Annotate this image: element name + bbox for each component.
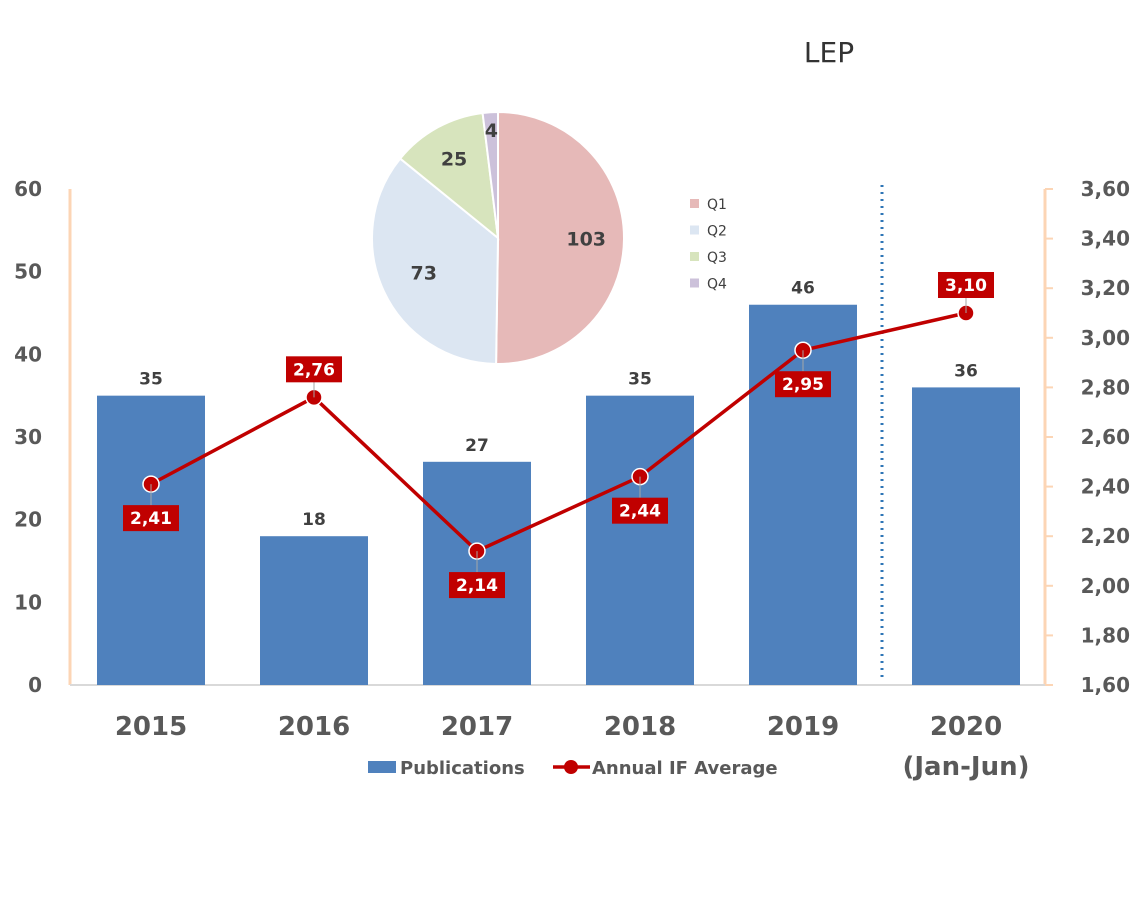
pie-slice-label: 73 bbox=[411, 263, 437, 285]
if-value-label: 2,95 bbox=[782, 375, 824, 395]
if-value-label: 2,14 bbox=[456, 576, 498, 596]
pie-legend-label: Q4 bbox=[707, 277, 727, 293]
x-tick-label: 2019 bbox=[767, 712, 839, 742]
pie-legend-swatch bbox=[690, 252, 699, 261]
y-left-tick-label: 40 bbox=[14, 342, 42, 366]
chart-title: LEP bbox=[804, 36, 854, 69]
y-right-tick-label: 2,40 bbox=[1081, 475, 1130, 499]
pie-slice bbox=[398, 111, 500, 241]
bar-value-label: 27 bbox=[465, 436, 489, 456]
bar-value-label: 36 bbox=[954, 361, 978, 381]
x-tick-label: 2015 bbox=[115, 712, 187, 742]
y-right-tick-label: 3,00 bbox=[1081, 326, 1130, 350]
bar bbox=[260, 536, 368, 685]
pie-legend-swatch bbox=[690, 278, 699, 288]
y-right-tick-label: 2,20 bbox=[1081, 524, 1130, 548]
if-value-label: 2,41 bbox=[130, 509, 172, 529]
x-tick-label: 2017 bbox=[441, 712, 513, 742]
legend-label-if: Annual IF Average bbox=[592, 758, 778, 779]
y-right-tick-label: 2,80 bbox=[1081, 375, 1130, 399]
pie-slice-label: 4 bbox=[485, 120, 498, 142]
x-tick-label: 2016 bbox=[278, 712, 350, 742]
legend-swatch-publications bbox=[368, 761, 396, 773]
if-label-box bbox=[612, 497, 668, 524]
y-left-tick-label: 20 bbox=[14, 508, 42, 532]
y-right-tick-label: 3,60 bbox=[1081, 177, 1130, 201]
pie-slice-label: 103 bbox=[566, 229, 606, 251]
pie-slice bbox=[481, 110, 499, 239]
if-label-box bbox=[123, 505, 179, 532]
if-label-box bbox=[938, 272, 994, 298]
legend-marker-if bbox=[564, 760, 578, 774]
pie-legend-swatch bbox=[690, 225, 699, 235]
if-value-label: 3,10 bbox=[945, 276, 987, 296]
pie-slice bbox=[371, 157, 500, 366]
y-right-tick-label: 3,40 bbox=[1081, 227, 1130, 251]
if-label-box bbox=[286, 356, 342, 383]
y-left-tick-label: 50 bbox=[14, 260, 42, 284]
bar bbox=[97, 395, 205, 685]
pie-legend-label: Q3 bbox=[707, 250, 727, 266]
pie-slice-label: 25 bbox=[441, 149, 467, 171]
y-right-tick-label: 3,20 bbox=[1081, 276, 1130, 300]
x-tick-label: 2020 (Jan-Jun) bbox=[903, 712, 1030, 782]
if-label-box bbox=[775, 371, 831, 398]
y-left-tick-label: 0 bbox=[28, 673, 42, 697]
y-right-tick-label: 1,80 bbox=[1081, 623, 1130, 647]
bar-value-label: 35 bbox=[628, 370, 652, 390]
y-right-tick-label: 1,60 bbox=[1081, 673, 1130, 697]
pie-legend-label: Q1 bbox=[707, 197, 727, 213]
pie-legend-swatch bbox=[690, 199, 699, 208]
x-tick-label: 2018 bbox=[604, 712, 676, 742]
bar-value-label: 35 bbox=[139, 370, 163, 390]
if-label-box bbox=[449, 572, 505, 599]
legend-label-publications: Publications bbox=[400, 758, 525, 779]
bar bbox=[912, 387, 1020, 685]
if-value-label: 2,44 bbox=[619, 502, 661, 522]
pie-legend-label: Q2 bbox=[707, 224, 727, 240]
bar-value-label: 18 bbox=[302, 510, 326, 530]
if-value-label: 2,76 bbox=[293, 360, 335, 380]
bar-value-label: 46 bbox=[791, 279, 815, 299]
y-right-tick-label: 2,00 bbox=[1081, 574, 1130, 598]
y-left-tick-label: 10 bbox=[14, 590, 42, 614]
y-left-tick-label: 30 bbox=[14, 425, 42, 449]
bar bbox=[586, 395, 694, 685]
y-left-tick-label: 60 bbox=[14, 177, 42, 201]
y-right-tick-label: 2,60 bbox=[1081, 425, 1130, 449]
pie-slice bbox=[495, 110, 625, 365]
if-average-line bbox=[150, 311, 967, 554]
